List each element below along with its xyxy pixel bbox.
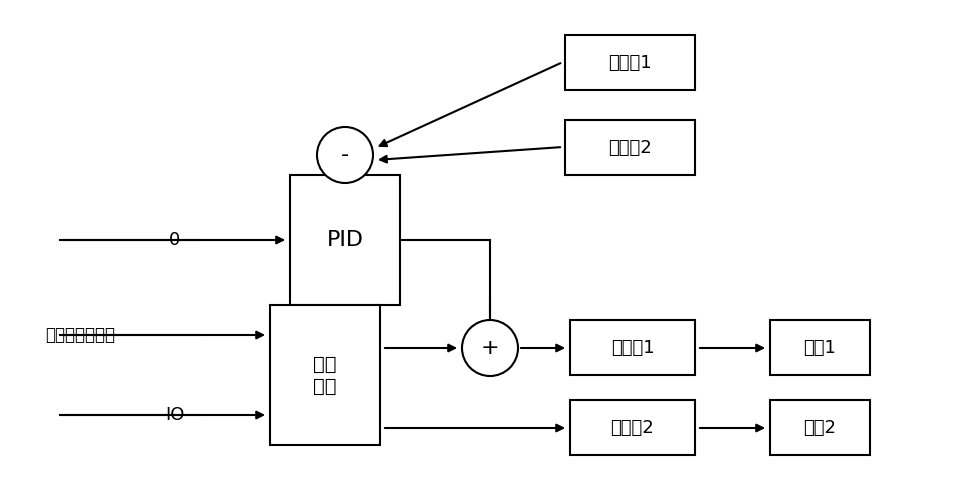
Text: IO: IO xyxy=(166,406,185,424)
Text: +: + xyxy=(481,338,499,358)
Bar xyxy=(770,400,870,455)
Bar xyxy=(570,400,695,455)
Text: 电机1: 电机1 xyxy=(803,338,836,356)
Bar xyxy=(270,305,380,445)
Text: 逻辑
控制: 逻辑 控制 xyxy=(313,355,337,395)
Text: 大车速度给定值: 大车速度给定值 xyxy=(45,326,115,344)
Bar xyxy=(770,320,870,375)
Text: 编码器1: 编码器1 xyxy=(609,54,652,72)
Text: PID: PID xyxy=(327,230,363,250)
Text: -: - xyxy=(341,145,349,165)
Bar xyxy=(570,320,695,375)
Text: 电机2: 电机2 xyxy=(803,418,836,436)
Text: 变频器1: 变频器1 xyxy=(610,338,654,356)
Text: 编码器2: 编码器2 xyxy=(609,138,652,157)
Text: 0: 0 xyxy=(170,231,180,249)
Text: 变频器2: 变频器2 xyxy=(610,418,654,436)
Circle shape xyxy=(317,127,373,183)
Bar xyxy=(565,35,695,90)
Circle shape xyxy=(462,320,518,376)
Bar xyxy=(565,120,695,175)
Bar xyxy=(290,175,400,305)
